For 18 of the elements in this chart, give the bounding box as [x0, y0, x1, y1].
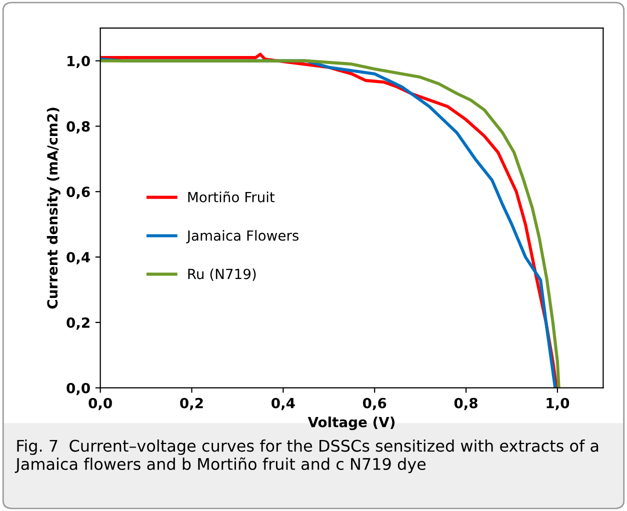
x-tick-label: 0,4: [272, 398, 295, 410]
x-axis-title: Voltage (V): [308, 416, 395, 430]
caption: Fig. 7 Current–voltage curves for the DSSCs sensitized with extracts of a Jamaica flowers and b Mortiño fruit and c N719 dye: [14, 439, 598, 474]
y-tick-label: 0,8: [66, 121, 90, 134]
y-axis-title: Current density (mA/cm2): [46, 108, 60, 309]
legend-label: Ru (N719): [188, 268, 256, 281]
x-tick-label: 0,8: [454, 398, 478, 410]
y-tick-label: 0,2: [66, 317, 90, 330]
legend-label: Mortiño Fruit: [188, 191, 275, 202]
legend-label: Jamaica Flowers: [186, 230, 298, 244]
y-tick-label: 0,4: [66, 252, 90, 264]
x-tick-label: 0,2: [180, 398, 203, 410]
y-tick-label: 0,6: [66, 186, 90, 199]
x-tick-label: 1,0: [546, 398, 570, 410]
y-tick-label: 1,0: [68, 56, 90, 68]
x-tick-label: 0,6: [362, 398, 386, 410]
x-tick-label: 0,0: [88, 398, 112, 410]
y-tick-label: 0,0: [66, 382, 90, 396]
